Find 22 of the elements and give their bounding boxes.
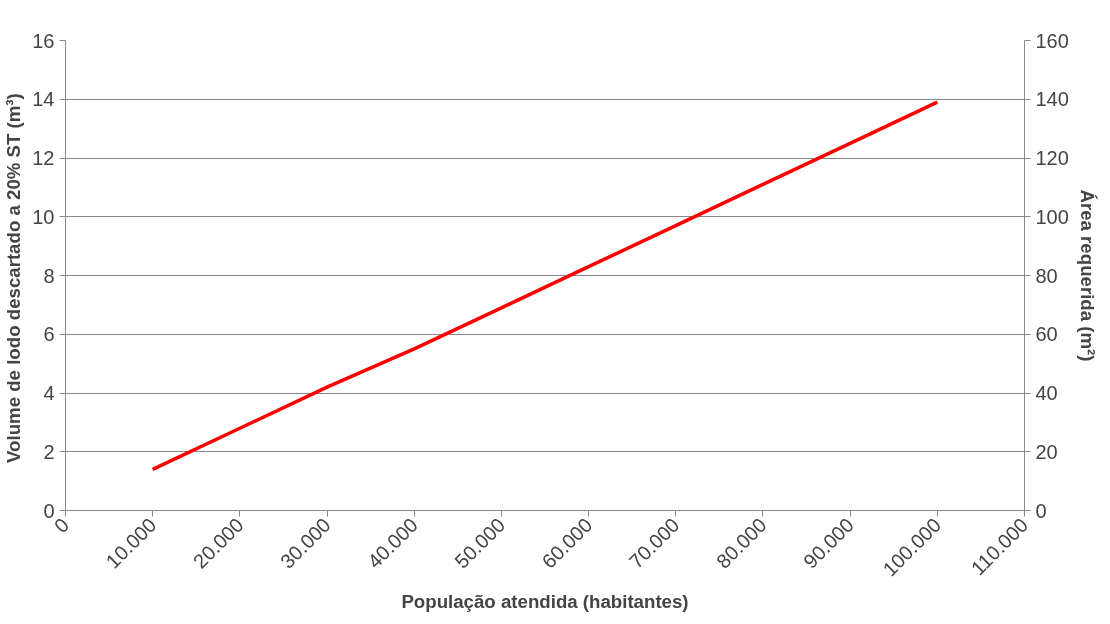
y2-tick-label: 80 [1035, 264, 1058, 287]
y2-tick-label: 160 [1035, 29, 1069, 52]
y2-tick-label: 20 [1035, 440, 1058, 463]
y-axis-title: Volume de lodo descartado a 20% ST (m³) [3, 93, 25, 463]
y-tick-label: 6 [43, 323, 55, 346]
y2-tick-label: 120 [1035, 147, 1069, 169]
y-tick-label: 4 [43, 382, 55, 404]
y-tick-label: 0 [43, 499, 55, 522]
y2-tick-label: 60 [1035, 323, 1058, 346]
y-tick-label: 12 [32, 147, 55, 169]
y-tick-label: 2 [43, 440, 55, 463]
y2-tick-label: 140 [1035, 88, 1069, 111]
y2-tick-label: 100 [1035, 205, 1069, 228]
y-tick-label: 10 [32, 205, 55, 228]
line-series [150, 100, 940, 472]
y-tick-label: 16 [32, 29, 55, 52]
y-tick-label: 14 [32, 88, 55, 111]
y2-tick-label: 0 [1035, 499, 1047, 522]
x-axis-title: População atendida (habitantes) [401, 590, 689, 612]
y2-axis-title: Área requerida (m²) [1076, 189, 1098, 362]
y2-tick-label: 40 [1035, 382, 1058, 404]
y-tick-label: 8 [43, 264, 55, 287]
